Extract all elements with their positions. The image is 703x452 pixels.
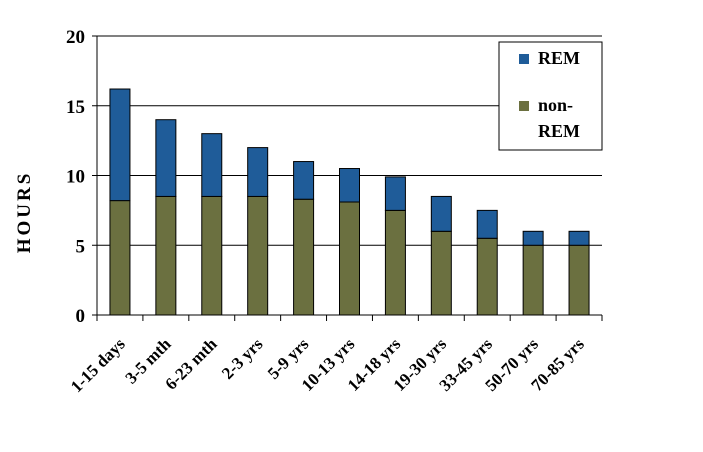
x-tick-label: 6-23 mth	[161, 334, 221, 394]
bar-non-rem-10	[568, 244, 590, 316]
bar-rem-9	[522, 230, 544, 246]
bar-non-rem-3	[247, 195, 269, 316]
legend: REM non- REM	[498, 41, 603, 151]
bar-non-rem-7	[430, 230, 452, 316]
bar-non-rem-0	[109, 200, 131, 316]
bar-rem-2	[201, 133, 223, 197]
legend-label-non-rem: non- REM	[538, 95, 580, 141]
bar-rem-6	[384, 176, 406, 211]
bar-non-rem-1	[155, 195, 177, 316]
legend-box	[498, 41, 603, 151]
legend-swatch-non-rem	[519, 101, 529, 111]
bar-non-rem-9	[522, 244, 544, 316]
bar-non-rem-4	[293, 198, 315, 316]
y-tick-label: 15	[66, 97, 85, 118]
y-tick-label: 0	[76, 306, 86, 327]
bar-rem-7	[430, 195, 452, 232]
axes	[92, 35, 603, 321]
bar-non-rem-5	[339, 201, 360, 316]
bar-rem-10	[568, 230, 590, 246]
bars	[109, 88, 590, 316]
legend-swatch-rem	[519, 54, 529, 64]
legend-label-non-rem-line1: non-	[538, 95, 573, 115]
bar-rem-5	[339, 168, 360, 203]
y-axis-label: HOURS	[14, 171, 35, 254]
bar-rem-4	[293, 161, 315, 200]
y-tick-label: 10	[66, 167, 85, 188]
y-tick-labels: 0 5 10 15 20	[66, 27, 85, 327]
x-tick-label: 2-3 yrs	[218, 334, 267, 383]
y-tick-label: 20	[66, 27, 85, 48]
bar-non-rem-6	[384, 209, 406, 316]
bar-rem-3	[247, 147, 269, 197]
legend-label-non-rem-line2: REM	[538, 121, 580, 141]
legend-label-rem: REM	[538, 48, 580, 68]
bar-rem-0	[109, 88, 131, 202]
bar-non-rem-8	[476, 237, 498, 316]
y-tick-label: 5	[76, 236, 86, 257]
bar-non-rem-2	[201, 195, 223, 316]
bar-rem-1	[155, 119, 177, 197]
bar-rem-8	[476, 209, 498, 239]
x-tick-label: 1-15 days	[67, 334, 129, 396]
